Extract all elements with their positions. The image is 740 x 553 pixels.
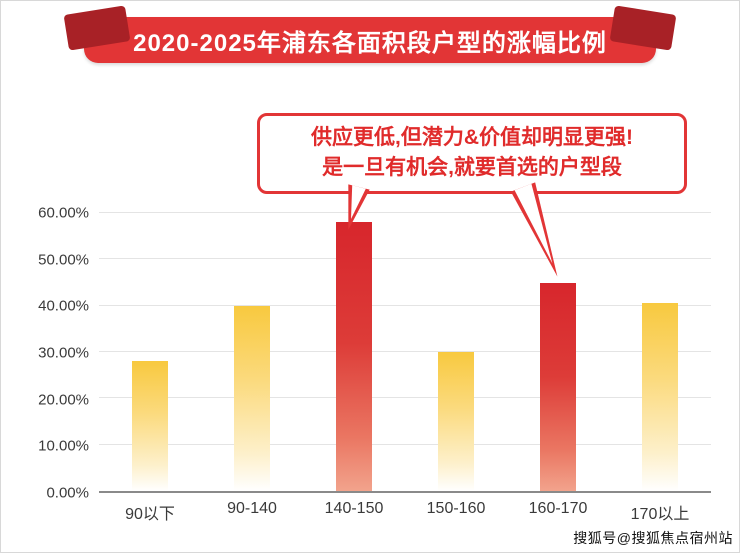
y-axis-label: 60.00% <box>38 204 89 222</box>
x-axis-label: 150-160 <box>426 500 486 517</box>
callout-line1: 供应更低,但潜力&价值却明显更强! <box>311 126 633 149</box>
callout-bubble: 供应更低,但潜力&价值却明显更强! 是一旦有机会,就要首选的户型段 <box>257 113 687 282</box>
y-axis-label: 30.00% <box>38 344 89 362</box>
gridline <box>99 258 711 260</box>
chart-title: 2020-2025年浦东各面积段户型的涨幅比例 <box>133 29 607 57</box>
bar-chart-plot-area <box>99 212 711 493</box>
bar-140-150 <box>336 222 372 491</box>
y-axis: 0.00% 10.00% 20.00% 30.00% 40.00% 50.00% 60.00… <box>1 205 89 502</box>
x-axis-label: 170以上 <box>630 506 690 523</box>
gridline <box>99 304 711 306</box>
title-banner: 2020-2025年浦东各面积段户型的涨幅比例 <box>84 17 656 63</box>
bar-90以下 <box>132 361 168 491</box>
bar-150-160 <box>438 352 474 491</box>
y-axis-label: 10.00% <box>38 437 89 455</box>
y-axis-label: 50.00% <box>38 251 89 269</box>
bar-90-140 <box>234 305 270 491</box>
y-axis-label: 20.00% <box>38 391 89 409</box>
bar-160-170 <box>540 282 576 491</box>
callout-line2: 是一旦有机会,就要首选的户型段 <box>322 156 622 180</box>
watermark: 搜狐号@搜狐焦点宿州站 <box>573 530 733 546</box>
y-axis-label: 40.00% <box>38 297 89 315</box>
x-axis-label: 90以下 <box>125 506 175 523</box>
x-axis-label: 90-140 <box>227 500 277 517</box>
x-axis-label: 160-170 <box>528 500 588 517</box>
y-axis-label: 0.00% <box>46 484 89 502</box>
bar-170以上 <box>642 303 678 491</box>
gridline <box>99 212 711 213</box>
gridline <box>99 397 711 399</box>
x-axis: 90以下 90-140 140-150 150-160 160-170 170以上 <box>99 500 711 523</box>
gridline <box>99 443 711 445</box>
gridline <box>99 351 711 352</box>
x-axis-label: 140-150 <box>324 500 384 517</box>
